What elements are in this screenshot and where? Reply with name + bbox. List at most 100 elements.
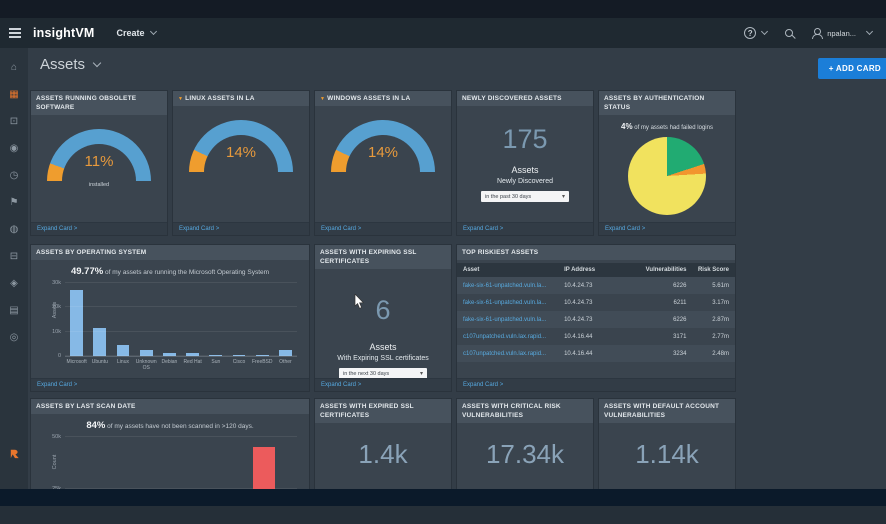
table-row[interactable]: fake-six-61-unpatched.vuln.la... 10.4.24.… [457,294,735,311]
y-axis-label: Count [52,454,58,470]
table-cell: 5.61m [712,282,729,289]
table-row[interactable]: c107unpatched.vuln.lax.rapid... 10.4.16.4… [457,345,735,363]
expand-card-link[interactable]: Expand Card > [315,378,451,391]
sidebar-item-policies[interactable]: ▤ [0,297,28,324]
card-title: ASSETS BY AUTHENTICATION STATUS [599,91,735,116]
page-title-dropdown[interactable]: Assets [40,56,102,73]
chart-annotation: 84% of my assets have not been scanned i… [86,420,254,432]
sidebar-item-reports[interactable]: ⊟ [0,243,28,270]
user-icon [811,27,824,39]
schedules-icon: ◷ [9,170,19,181]
expand-card-link[interactable]: Expand Card > [31,222,167,235]
card-assets-with-expired-ssl: ASSETS WITH EXPIRED SSL CERTIFICATES 1.4… [314,398,452,489]
bar [135,283,158,357]
table-cell: 10.4.16.44 [564,350,593,357]
expand-card-link[interactable]: Expand Card > [457,222,593,235]
expand-card-link[interactable]: Expand Card > [31,378,309,391]
table-cell: 3171 [673,333,687,340]
asset-link[interactable]: fake-six-61-unpatched.vuln.la... [463,282,547,289]
chart-annotation: 4% of my assets had failed logins [621,122,713,132]
gridline: 0 [58,353,297,359]
topbar-right-cluster: ? npalan... [744,27,874,39]
table-header-row: Asset IP Address Vulnerabilities Risk Score [457,263,735,278]
table-row[interactable]: c107unpatched.vuln.lax.rapid... 10.4.16.4… [457,328,735,345]
pie-chart [628,137,706,216]
gridline: 20k [52,304,297,310]
create-menu[interactable]: Create [117,27,157,38]
asset-link[interactable]: c107unpatched.vuln.lax.rapid... [463,333,547,340]
expand-card-link[interactable]: Expand Card > [315,222,451,235]
dashboard-icon: ▦ [9,89,19,100]
home-icon: ⌂ [10,62,18,73]
sidebar-item-tags[interactable]: ◈ [0,270,28,297]
y-axis-tick: 25k [47,486,61,489]
add-card-button[interactable]: + ADD CARD [817,58,886,79]
expand-card-link[interactable]: Expand Card > [599,222,735,235]
metric-unit: Assets [369,342,397,353]
expand-card-link[interactable]: Expand Card > [457,378,735,391]
reports-icon: ⊟ [9,251,19,262]
bar-chart: Count 50k 25k [52,434,297,489]
metric-description: With Expiring SSL certificates [337,355,429,363]
help-icon: ? [744,27,757,39]
table-header-cell: Vulnerabilities [645,267,687,274]
bar [88,283,111,357]
card-title: ASSETS RUNNING OBSOLETE SOFTWARE [31,91,167,116]
search-icon[interactable] [785,29,794,37]
card-linux-assets: LINUX ASSETS IN LA 14% of assets running… [172,90,310,236]
table-cell: 2.77m [712,333,729,340]
bar [158,283,181,357]
asset-link[interactable]: fake-six-61-unpatched.vuln.la... [463,316,547,323]
hamburger-menu-icon[interactable] [9,32,21,34]
sidebar-item-settings[interactable]: ◎ [0,324,28,351]
expand-card-link[interactable]: Expand Card > [173,222,309,235]
chevron-down-icon [865,27,874,36]
settings-icon: ◎ [9,332,19,343]
gridline: 10k [52,329,297,335]
bar [227,283,250,357]
user-menu[interactable]: npalan... [811,27,874,39]
gridline: 30k [52,280,297,286]
bar [181,283,204,357]
username: npalan... [827,28,856,38]
card-title: ASSETS BY OPERATING SYSTEM [31,245,309,261]
asset-link[interactable]: c107unpatched.vuln.lax.rapid... [463,350,547,357]
table-row[interactable]: fake-six-61-unpatched.vuln.la... 10.4.24.… [457,311,735,329]
rapid7-logo [0,447,28,465]
help-menu[interactable]: ? [744,27,769,39]
table-cell: 10.4.24.73 [564,299,593,306]
sidebar-item-schedules[interactable]: ◷ [0,162,28,189]
table-cell: 3234 [673,350,687,357]
sidebar-item-notifications[interactable]: ◍ [0,216,28,243]
sites-icon: ⊡ [9,116,19,127]
metric-value: 175 [502,124,548,155]
card-title: NEWLY DISCOVERED ASSETS [457,91,593,107]
table-row[interactable]: fake-six-61-unpatched.vuln.la... 10.4.24.… [457,277,735,295]
sidebar-item-sites[interactable]: ⊡ [0,108,28,135]
page-title: Assets [40,56,86,73]
metric-value: 17.34k [485,439,565,470]
card-title: TOP RISKIEST ASSETS [457,245,735,261]
chevron-down-icon [761,27,769,36]
sidebar-item-vulnerabilities[interactable]: ⚑ [0,189,28,216]
card-title: ASSETS WITH DEFAULT ACCOUNT VULNERABILIT… [599,399,735,424]
chevron-down-icon [149,27,157,36]
bar [65,283,88,357]
period-select[interactable]: in the past 30 days [481,191,569,203]
table-cell: 3.17m [712,299,729,306]
period-select[interactable]: in the next 30 days [339,368,427,380]
metric-value: 1.14k [635,439,699,470]
asset-link[interactable]: fake-six-61-unpatched.vuln.la... [463,299,547,306]
gauge-percent: 11% [84,153,114,171]
x-axis-label: FreeBSD [251,359,273,366]
sidebar-item-home[interactable]: ⌂ [0,54,28,81]
card-assets-running-obsolete-software: ASSETS RUNNING OBSOLETE SOFTWARE 11% of … [30,90,168,236]
sidebar-item-assets[interactable]: ◉ [0,135,28,162]
y-axis-tick: 50k [52,434,61,441]
card-assets-by-operating-system: ASSETS BY OPERATING SYSTEM 49.77% of my … [30,244,310,392]
sidebar-item-dashboard[interactable]: ▦ [0,81,28,108]
filter-icon [178,96,183,102]
y-axis-tick: 0 [57,353,61,360]
gridline: 50k [52,434,297,440]
card-title: ASSETS WITH CRITICAL RISK VULNERABILITIE… [457,399,593,424]
